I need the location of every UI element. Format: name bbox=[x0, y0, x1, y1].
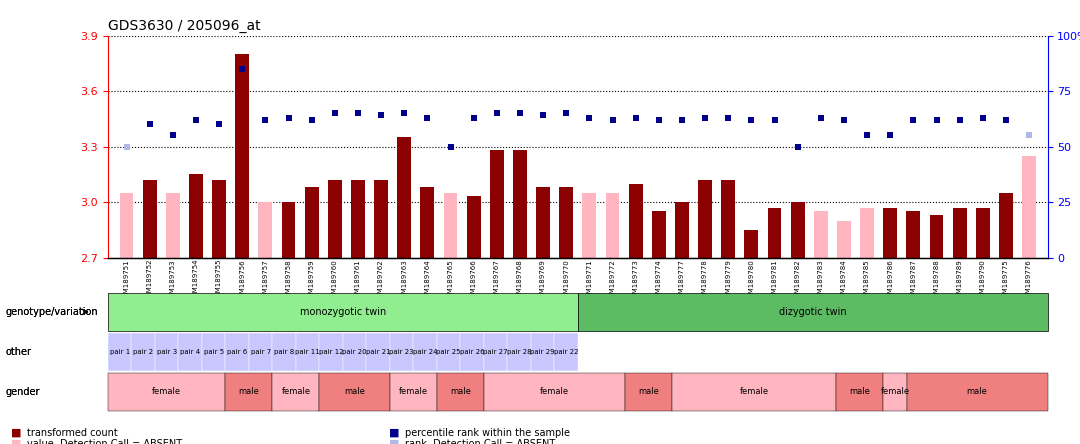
Bar bbox=[906, 211, 920, 258]
Bar bbox=[282, 202, 296, 258]
Bar bbox=[351, 180, 365, 258]
Text: pair 5: pair 5 bbox=[204, 349, 224, 355]
Bar bbox=[328, 180, 341, 258]
Bar bbox=[397, 137, 411, 258]
Text: male: male bbox=[450, 387, 471, 396]
Text: percentile rank within the sample: percentile rank within the sample bbox=[405, 428, 570, 438]
Bar bbox=[883, 208, 897, 258]
Bar bbox=[837, 221, 851, 258]
Bar bbox=[1022, 156, 1036, 258]
Text: female: female bbox=[880, 387, 909, 396]
Bar bbox=[606, 193, 620, 258]
Text: pair 3: pair 3 bbox=[157, 349, 177, 355]
Text: rank, Detection Call = ABSENT: rank, Detection Call = ABSENT bbox=[405, 439, 555, 444]
Text: pair 25: pair 25 bbox=[436, 349, 461, 355]
Bar bbox=[999, 193, 1013, 258]
Text: genotype/variation: genotype/variation bbox=[5, 307, 98, 317]
Text: pair 28: pair 28 bbox=[507, 349, 531, 355]
Bar bbox=[698, 180, 712, 258]
Bar bbox=[652, 211, 665, 258]
Text: pair 1: pair 1 bbox=[110, 349, 130, 355]
Bar bbox=[444, 193, 458, 258]
Text: male: male bbox=[967, 387, 987, 396]
Text: ■: ■ bbox=[11, 428, 22, 438]
Bar bbox=[675, 202, 689, 258]
Bar bbox=[120, 193, 134, 258]
Bar bbox=[420, 187, 434, 258]
Bar bbox=[305, 187, 319, 258]
Bar bbox=[235, 54, 249, 258]
Text: female: female bbox=[399, 387, 428, 396]
Bar bbox=[143, 180, 157, 258]
Text: female: female bbox=[540, 387, 569, 396]
Text: female: female bbox=[152, 387, 181, 396]
Bar bbox=[791, 202, 805, 258]
Text: pair 24: pair 24 bbox=[413, 349, 437, 355]
Text: female: female bbox=[282, 387, 310, 396]
Bar bbox=[189, 174, 203, 258]
Text: pair 2: pair 2 bbox=[133, 349, 153, 355]
Text: ■: ■ bbox=[11, 439, 22, 444]
Text: GDS3630 / 205096_at: GDS3630 / 205096_at bbox=[108, 19, 260, 33]
Text: value, Detection Call = ABSENT: value, Detection Call = ABSENT bbox=[27, 439, 183, 444]
Text: monozygotic twin: monozygotic twin bbox=[300, 307, 386, 317]
Text: male: male bbox=[345, 387, 365, 396]
Bar bbox=[258, 202, 272, 258]
Text: pair 8: pair 8 bbox=[274, 349, 294, 355]
Text: pair 29: pair 29 bbox=[530, 349, 555, 355]
Text: pair 20: pair 20 bbox=[342, 349, 367, 355]
Bar bbox=[721, 180, 735, 258]
Text: pair 7: pair 7 bbox=[251, 349, 271, 355]
Bar bbox=[559, 187, 573, 258]
Bar bbox=[490, 150, 503, 258]
Text: pair 22: pair 22 bbox=[554, 349, 578, 355]
Text: pair 11: pair 11 bbox=[295, 349, 320, 355]
Text: female: female bbox=[740, 387, 769, 396]
Bar bbox=[860, 208, 874, 258]
Bar bbox=[212, 180, 226, 258]
Text: other: other bbox=[5, 347, 31, 357]
Text: pair 4: pair 4 bbox=[180, 349, 200, 355]
Bar bbox=[976, 208, 989, 258]
Bar bbox=[629, 183, 643, 258]
Text: pair 12: pair 12 bbox=[319, 349, 343, 355]
Text: genotype/variation: genotype/variation bbox=[5, 307, 98, 317]
Bar bbox=[768, 208, 782, 258]
Text: male: male bbox=[638, 387, 659, 396]
Bar bbox=[744, 230, 758, 258]
Bar bbox=[374, 180, 388, 258]
Text: ■: ■ bbox=[389, 439, 400, 444]
Bar bbox=[582, 193, 596, 258]
Text: pair 21: pair 21 bbox=[366, 349, 391, 355]
Text: gender: gender bbox=[5, 387, 40, 397]
Bar bbox=[953, 208, 967, 258]
Text: other: other bbox=[5, 347, 31, 357]
Text: pair 23: pair 23 bbox=[389, 349, 414, 355]
Text: male: male bbox=[239, 387, 259, 396]
Text: pair 6: pair 6 bbox=[227, 349, 247, 355]
Bar bbox=[166, 193, 179, 258]
Text: ■: ■ bbox=[389, 428, 400, 438]
Bar bbox=[814, 211, 827, 258]
Text: dizygotic twin: dizygotic twin bbox=[779, 307, 847, 317]
Text: pair 27: pair 27 bbox=[483, 349, 508, 355]
Bar bbox=[930, 215, 944, 258]
Text: transformed count: transformed count bbox=[27, 428, 118, 438]
Text: gender: gender bbox=[5, 387, 40, 397]
Bar bbox=[536, 187, 550, 258]
Text: pair 26: pair 26 bbox=[460, 349, 485, 355]
Bar bbox=[513, 150, 527, 258]
Bar bbox=[467, 197, 481, 258]
Text: male: male bbox=[849, 387, 870, 396]
